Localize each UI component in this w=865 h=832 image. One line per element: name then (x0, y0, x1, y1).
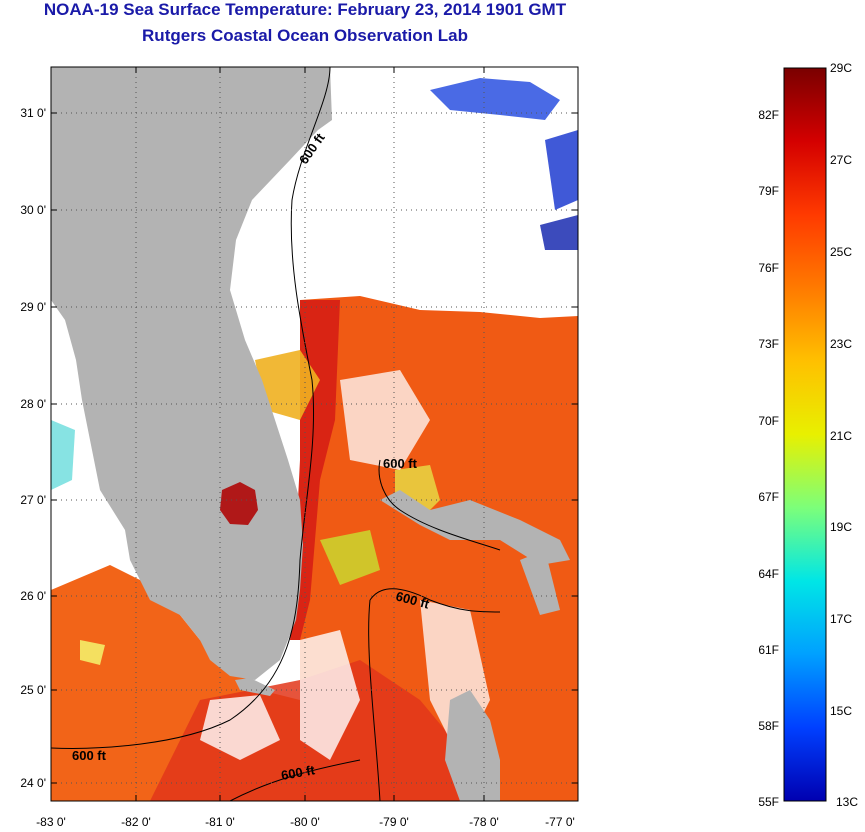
cool-patch-5 (80, 640, 105, 665)
lat-tick-label: 29 0' (20, 300, 46, 314)
axis-ticks (51, 67, 578, 801)
colorbar-fahrenheit-label: 79F (758, 184, 779, 198)
contour-label: 600 ft (280, 762, 317, 783)
lon-tick-label: -81 0' (205, 815, 235, 829)
cold-patch-2 (545, 130, 578, 210)
grand-bahama (380, 490, 570, 565)
colorbar-fahrenheit-label: 55F (758, 795, 779, 809)
lon-tick-label: -77 0' (545, 815, 575, 829)
cool-patch-4 (51, 420, 75, 490)
florida-land (51, 67, 332, 680)
contour-label: 600 ft (72, 748, 107, 763)
map-subtitle: Rutgers Coastal Ocean Observation Lab (142, 26, 468, 45)
colorbar-celsius-label: 25C (830, 245, 852, 259)
cloud-2 (200, 695, 280, 760)
abaco-island (520, 550, 560, 615)
sst-layer (51, 67, 578, 801)
map-title: NOAA-19 Sea Surface Temperature: Februar… (43, 0, 567, 19)
colorbar-fahrenheit-label: 82F (758, 108, 779, 122)
colorbar-fahrenheit-label: 73F (758, 337, 779, 351)
lon-tick-label: -83 0' (36, 815, 66, 829)
colorbar-celsius-label: 21C (830, 429, 852, 443)
cool-patch-1 (255, 350, 320, 420)
colorbar-celsius-label: 23C (830, 337, 852, 351)
colorbar-celsius-label: 19C (830, 520, 852, 534)
cool-patch-3 (320, 530, 380, 585)
lat-tick-label: 26 0' (20, 589, 46, 603)
contour-600ft-florida (51, 67, 331, 749)
contour-label: 600 ft (383, 456, 418, 471)
map-frame (50, 66, 579, 802)
colorbar-fahrenheit-label: 58F (758, 719, 779, 733)
colorbar-celsius-label: 15C (830, 704, 852, 718)
contour-600ft-south (368, 599, 381, 801)
lon-tick-label: -79 0' (379, 815, 409, 829)
cold-patch-1 (430, 78, 560, 120)
contour-600ft-straits (369, 588, 501, 613)
colorbar-fahrenheit-label: 76F (758, 261, 779, 275)
lon-tick-label: -80 0' (290, 815, 320, 829)
contour-600ft-bahamas (378, 459, 501, 551)
colorbar (783, 67, 827, 802)
colorbar-celsius-label: 29C (830, 61, 852, 75)
cloud-3 (300, 630, 360, 760)
lat-tick-label: 31 0' (20, 106, 46, 120)
lat-tick-label: 24 0' (20, 776, 46, 790)
lon-tick-label: -78 0' (469, 815, 499, 829)
lat-tick-label: 25 0' (20, 683, 46, 697)
cloud-1 (340, 370, 430, 470)
cold-patch-3 (540, 215, 578, 250)
lake-okeechobee (220, 482, 258, 525)
andros-island (445, 690, 500, 801)
colorbar-celsius-label: 13C (836, 795, 858, 809)
lon-tick-label: -82 0' (121, 815, 151, 829)
colorbar-fahrenheit-label: 70F (758, 414, 779, 428)
colorbar-fahrenheit-label: 64F (758, 567, 779, 581)
contour-600ft-bottom (229, 759, 361, 801)
colorbar-fahrenheit-label: 67F (758, 490, 779, 504)
florida-keys (235, 678, 275, 696)
lat-tick-label: 30 0' (20, 203, 46, 217)
lat-tick-label: 28 0' (20, 397, 46, 411)
lat-tick-label: 27 0' (20, 493, 46, 507)
colorbar-celsius-label: 17C (830, 612, 852, 626)
colorbar-fahrenheit-label: 61F (758, 643, 779, 657)
colorbar-celsius-label: 27C (830, 153, 852, 167)
